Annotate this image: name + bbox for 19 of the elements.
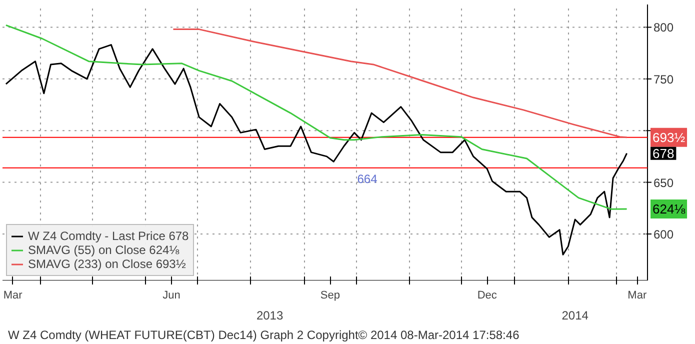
x2-tick-label: 2014 (562, 308, 589, 322)
x2-tick-label: 2013 (256, 308, 284, 322)
x-tick-label: Jun (162, 290, 180, 302)
legend-label: W Z4 Comdty - Last Price 678 (28, 229, 189, 243)
text: W Z4 Comdty (WHEAT FUTURE(CBT) Dec14) Graph 2 Copyright© 2014 08-Mar-2014 17:58:46 (8, 327, 520, 344)
y-tick-label: 750 (654, 72, 674, 86)
annotation: 693½ (652, 130, 686, 145)
y-tick-label: 650 (654, 176, 674, 190)
y-tick-label: 800 (654, 20, 674, 35)
x-tick-label: Dec (477, 290, 498, 302)
ref-line-label: 664 (357, 172, 378, 186)
legend-label: SMAVG (55) on Close 624⅛ (28, 243, 180, 257)
annotation: 624⅛ (652, 202, 686, 217)
y-tick-label: 600 (654, 227, 674, 242)
x-tick-label: Mar (3, 290, 23, 302)
x-tick-label: Sep (320, 290, 340, 302)
annotation: 678 (652, 146, 674, 161)
x-tick-label: Mar (628, 290, 647, 302)
legend-label: SMAVG (233) on Close 693½ (28, 257, 186, 271)
